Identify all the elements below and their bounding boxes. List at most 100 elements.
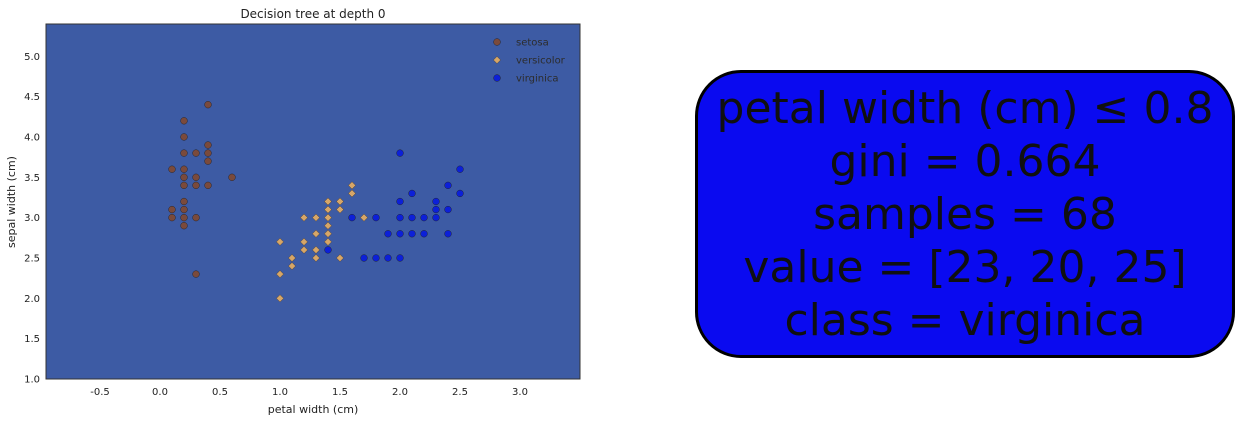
virginica-point: [444, 181, 452, 189]
virginica-point: [396, 149, 404, 157]
setosa-point: [180, 173, 188, 181]
y-tick-label: 4.5: [24, 92, 40, 103]
virginica-point: [420, 214, 428, 222]
virginica-point: [348, 214, 356, 222]
legend-label-versicolor: versicolor: [516, 56, 566, 67]
versicolor-point: [312, 213, 320, 222]
versicolor-point: [312, 245, 320, 254]
setosa-point: [180, 165, 188, 173]
y-tick-label: 3.0: [24, 213, 40, 224]
setosa-point: [180, 181, 188, 189]
plot-area: [45, 23, 581, 380]
virginica-point: [408, 230, 416, 238]
versicolor-point: [324, 197, 332, 206]
versicolor-point: [360, 213, 368, 222]
node-gini: gini = 0.664: [829, 135, 1101, 187]
y-tick-label: 2.0: [24, 294, 40, 305]
virginica-point: [384, 254, 392, 262]
ticks-layer: -0.5 0.0 0.5 1.0 1.5 2.0 2.5 3.0 1.0 1.5 2.0 2.5 3.0…: [24, 52, 528, 398]
x-tick-label: 1.0: [272, 387, 288, 398]
virginica-point: [396, 254, 404, 262]
versicolor-point: [312, 254, 320, 262]
x-tick-label: 0.0: [152, 387, 168, 398]
virginica-point: [420, 230, 428, 238]
versicolor-point: [300, 245, 308, 254]
virginica-point: [408, 189, 416, 198]
versicolor-point: [300, 213, 308, 222]
x-tick-label: 2.0: [392, 387, 408, 398]
setosa-point: [204, 141, 212, 149]
legend: setosa versicolor virginica: [493, 38, 566, 85]
setosa-point: [168, 165, 176, 173]
x-tick-label: 3.0: [512, 387, 528, 398]
setosa-point: [168, 205, 176, 214]
node-class: class = virginica: [784, 294, 1146, 346]
setosa-point: [180, 133, 188, 141]
setosa-point: [192, 173, 200, 181]
virginica-point: [360, 254, 368, 262]
virginica-point: [372, 214, 380, 222]
y-tick-label: 1.0: [24, 375, 40, 386]
setosa-point: [192, 149, 200, 157]
versicolor-point: [324, 221, 332, 230]
versicolor-point: [276, 294, 284, 303]
setosa-point: [204, 157, 212, 165]
setosa-point: [204, 101, 212, 109]
x-tick-label: -0.5: [90, 387, 110, 398]
virginica-point: [432, 205, 440, 214]
setosa-point: [204, 149, 212, 157]
legend-marker-setosa: [493, 38, 501, 46]
node-value: value = [23, 20, 25]: [743, 241, 1187, 293]
setosa-point: [192, 214, 200, 222]
x-tick-label: 2.5: [452, 387, 468, 398]
versicolor-point: [288, 254, 296, 262]
versicolor-point: [312, 229, 320, 238]
virginica-point: [324, 246, 332, 254]
setosa-point: [168, 214, 176, 222]
points-layer: [168, 101, 464, 303]
versicolor-point: [336, 197, 344, 206]
y-tick-label: 2.5: [24, 253, 40, 264]
x-tick-label: 1.5: [332, 387, 348, 398]
virginica-point: [444, 205, 452, 214]
setosa-point: [180, 214, 188, 222]
scatter-chart: -0.5 0.0 0.5 1.0 1.5 2.0 2.5 3.0 1.0 1.5 2.0 2.5 3.0…: [5, 7, 581, 416]
legend-label-setosa: setosa: [516, 38, 549, 49]
versicolor-point: [336, 205, 344, 214]
setosa-point: [180, 197, 188, 206]
x-axis-label: petal width (cm): [268, 403, 359, 416]
setosa-point: [180, 117, 188, 125]
setosa-point: [180, 222, 188, 230]
virginica-point: [384, 230, 392, 238]
y-tick-label: 1.5: [24, 334, 40, 345]
virginica-point: [396, 230, 404, 238]
x-tick-label: 0.5: [212, 387, 228, 398]
virginica-point: [432, 214, 440, 222]
versicolor-point: [336, 254, 344, 262]
node-samples: samples = 68: [813, 188, 1117, 240]
y-tick-label: 3.5: [24, 173, 40, 184]
setosa-point: [180, 149, 188, 157]
legend-marker-virginica: [493, 74, 501, 82]
legend-label-virginica: virginica: [516, 74, 559, 85]
virginica-point: [432, 197, 440, 206]
virginica-point: [396, 214, 404, 222]
y-tick-label: 5.0: [24, 52, 40, 63]
legend-marker-versicolor: [493, 56, 501, 64]
versicolor-point: [324, 213, 332, 222]
chart-title: Decision tree at depth 0: [240, 7, 385, 21]
versicolor-point: [324, 237, 332, 246]
tree-node-box: petal width (cm) ≤ 0.8 gini = 0.664 samp…: [695, 70, 1235, 358]
virginica-point: [456, 165, 464, 173]
virginica-point: [372, 254, 380, 262]
versicolor-point: [324, 229, 332, 238]
versicolor-point: [324, 205, 332, 214]
setosa-point: [180, 205, 188, 214]
versicolor-point: [288, 262, 296, 270]
versicolor-point: [276, 270, 284, 279]
versicolor-point: [348, 181, 356, 190]
y-tick-label: 4.0: [24, 132, 40, 143]
setosa-point: [228, 173, 236, 181]
virginica-point: [456, 189, 464, 198]
